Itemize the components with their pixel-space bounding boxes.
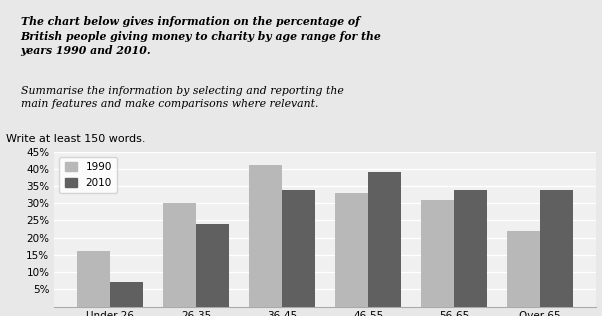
Bar: [163, 203, 196, 307]
Text: Summarise the information by selecting and reporting the
main features and make : Summarise the information by selecting a…: [20, 86, 343, 109]
Bar: [196, 224, 229, 307]
Bar: [78, 252, 110, 307]
Bar: [368, 172, 401, 307]
Bar: [540, 190, 573, 307]
Bar: [282, 190, 315, 307]
Legend: 1990, 2010: 1990, 2010: [60, 157, 117, 193]
Text: The chart below gives information on the percentage of
British people giving mon: The chart below gives information on the…: [20, 16, 382, 56]
Bar: [507, 231, 540, 307]
Bar: [249, 166, 282, 307]
Bar: [454, 190, 487, 307]
Text: Write at least 150 words.: Write at least 150 words.: [6, 134, 146, 144]
Bar: [110, 283, 143, 307]
Bar: [421, 200, 454, 307]
Bar: [335, 193, 368, 307]
